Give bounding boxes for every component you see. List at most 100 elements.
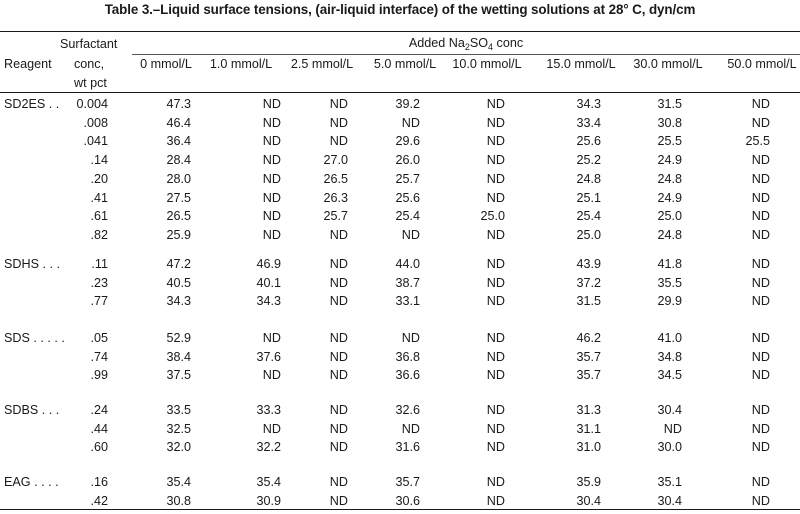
surfactant-conc-cell: 0.004 [76, 97, 108, 111]
table-cell: ND [329, 349, 348, 364]
table-cell: 36.8 [395, 349, 420, 364]
surfactant-conc-cell: .82 [90, 227, 108, 242]
table-cell: ND [262, 190, 281, 205]
added-mid: SO [469, 36, 489, 50]
table-cell: ND [329, 257, 348, 271]
table-cell: ND [486, 421, 505, 436]
table-cell: 41.0 [657, 331, 682, 345]
table-cell: ND [401, 421, 420, 436]
table-cell: 35.7 [576, 368, 601, 383]
table-cell: ND [486, 257, 505, 271]
table-cell: ND [262, 134, 281, 149]
reagent-name: EAG . . . . [4, 475, 59, 489]
table-cell: 33.1 [395, 294, 420, 309]
table-cell: ND [486, 294, 505, 309]
table-cell: ND [486, 475, 505, 489]
table-cell: 30.4 [657, 403, 682, 417]
table-cell: ND [262, 209, 281, 224]
table-cell: 41.8 [657, 257, 682, 271]
table-cell: ND [401, 331, 420, 345]
added-prefix: Added Na [408, 36, 465, 50]
table-cell: ND [486, 331, 505, 345]
table-cell: ND [751, 209, 770, 224]
table-cell: ND [486, 227, 505, 242]
reagent-name: SDS . . . . . [4, 331, 65, 345]
table-cell: 26.3 [323, 190, 348, 205]
table-cell: ND [486, 134, 505, 149]
table-cell: 30.4 [576, 493, 601, 508]
table-cell: 34.3 [166, 294, 191, 309]
surfactant-conc-cell: .74 [90, 349, 108, 364]
table-cell: 24.9 [657, 190, 682, 205]
table-cell: 30.8 [657, 115, 682, 130]
table-cell: ND [751, 97, 770, 111]
column-header: 0 mmol/L [140, 57, 192, 71]
added-conc-header: Added Na2SO4 conc [132, 36, 800, 52]
table-cell: 32.5 [166, 421, 191, 436]
table-cell: 37.6 [256, 349, 281, 364]
column-header: 10.0 mmol/L [452, 57, 522, 71]
table-cell: 37.2 [576, 275, 601, 290]
table-cell: 31.0 [576, 440, 601, 455]
table-cell: 35.4 [166, 475, 191, 489]
table-cell: ND [329, 421, 348, 436]
table-cell: ND [486, 368, 505, 383]
table-cell: 26.5 [166, 209, 191, 224]
table-cell: 36.6 [395, 368, 420, 383]
table-cell: ND [262, 421, 281, 436]
table-cell: ND [329, 97, 348, 111]
table-cell: 30.6 [395, 493, 420, 508]
table-cell: 47.3 [166, 97, 191, 111]
table-cell: 46.2 [576, 331, 601, 345]
surfactant-conc-cell: .14 [90, 153, 108, 168]
column-header: 15.0 mmol/L [546, 57, 616, 71]
table-cell: 25.0 [480, 209, 505, 224]
table-cell: 34.3 [576, 97, 601, 111]
table-cell: ND [329, 368, 348, 383]
table-cell: ND [751, 171, 770, 186]
table-cell: ND [751, 115, 770, 130]
table-cell: 46.9 [256, 257, 281, 271]
table-cell: 25.5 [745, 134, 770, 149]
reagent-name: SD2ES . . [4, 97, 60, 111]
table-cell: ND [751, 190, 770, 205]
table-cell: ND [262, 97, 281, 111]
surfactant-conc-cell: .23 [90, 275, 108, 290]
bottom-rule [0, 509, 800, 510]
surfactant-conc-cell: .11 [91, 257, 108, 271]
table-cell: ND [486, 275, 505, 290]
table-cell: 31.6 [395, 440, 420, 455]
column-header: 1.0 mmol/L [209, 57, 273, 71]
table-cell: 34.3 [256, 294, 281, 309]
table-cell: 25.5 [657, 134, 682, 149]
table-cell: 31.1 [576, 421, 601, 436]
table-cell: ND [329, 475, 348, 489]
spanner-rule [132, 54, 800, 55]
reagent-name: SDBS . . . [4, 403, 60, 417]
table-cell: ND [329, 134, 348, 149]
surfactant-conc-cell: .05 [90, 331, 108, 345]
table-cell: ND [262, 331, 281, 345]
table-cell: 31.3 [576, 403, 601, 417]
table-cell: 34.5 [657, 368, 682, 383]
table-cell: ND [329, 275, 348, 290]
column-header: 2.5 mmol/L [290, 57, 354, 71]
table-cell: 25.6 [576, 134, 601, 149]
table-cell: 25.1 [576, 190, 601, 205]
table-cell: 35.1 [657, 475, 682, 489]
table-cell: ND [262, 368, 281, 383]
table-cell: ND [486, 493, 505, 508]
table-cell: 26.5 [323, 171, 348, 186]
table-cell: 40.5 [166, 275, 191, 290]
table-cell: ND [751, 440, 770, 455]
table-cell: ND [751, 153, 770, 168]
table-cell: ND [486, 440, 505, 455]
table-cell: 31.5 [657, 97, 682, 111]
table-cell: 35.9 [576, 475, 601, 489]
table-cell: ND [663, 421, 682, 436]
table-cell: 24.8 [576, 171, 601, 186]
table-cell: ND [751, 475, 770, 489]
reagent-name: SDHS . . . [4, 257, 60, 271]
table-cell: ND [329, 403, 348, 417]
added-suffix: conc [493, 36, 524, 50]
